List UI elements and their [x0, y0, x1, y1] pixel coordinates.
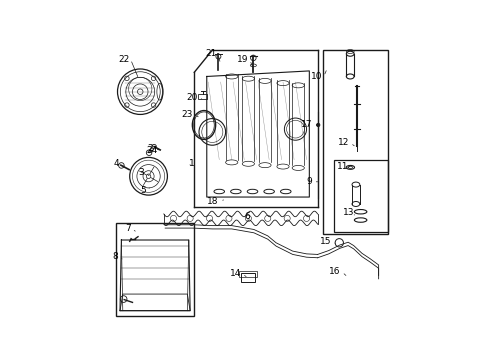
Text: 6: 6: [244, 212, 250, 221]
Bar: [198, 94, 207, 99]
Text: 20: 20: [186, 93, 197, 102]
Text: 18: 18: [207, 197, 219, 206]
Text: 22: 22: [118, 55, 129, 64]
Text: 1: 1: [189, 159, 195, 168]
Bar: [116, 223, 195, 316]
Text: 23: 23: [181, 110, 193, 119]
Text: 21: 21: [205, 49, 217, 58]
Text: 9: 9: [306, 177, 312, 186]
Circle shape: [317, 123, 320, 127]
Text: 4: 4: [114, 159, 120, 168]
Text: 24: 24: [147, 146, 158, 155]
Bar: [334, 159, 388, 232]
Text: 5: 5: [140, 186, 146, 195]
Text: 13: 13: [343, 208, 355, 217]
Text: 10: 10: [311, 72, 322, 81]
Text: 17: 17: [300, 121, 312, 130]
Text: 19: 19: [237, 55, 248, 64]
Bar: [323, 50, 389, 234]
Text: 12: 12: [338, 139, 349, 148]
Text: 7: 7: [125, 224, 130, 233]
Text: 16: 16: [329, 267, 341, 276]
Bar: [239, 271, 257, 277]
Text: 14: 14: [229, 269, 241, 278]
Text: 2: 2: [147, 144, 153, 153]
Text: 8: 8: [112, 252, 118, 261]
Text: 3: 3: [138, 168, 144, 177]
Text: 11: 11: [337, 162, 348, 171]
Bar: [241, 273, 255, 282]
Text: 15: 15: [320, 237, 332, 246]
